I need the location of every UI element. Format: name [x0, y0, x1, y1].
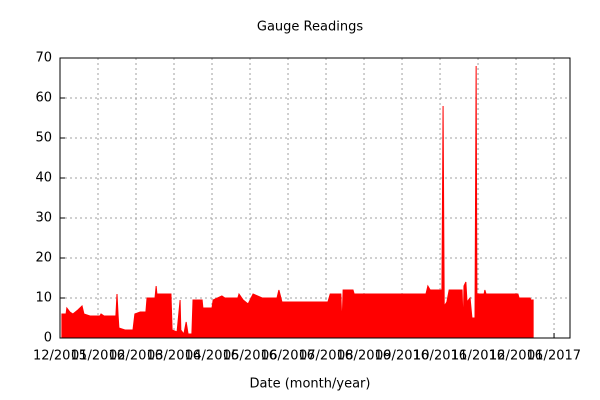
area	[61, 65, 534, 339]
x-tick-label: 07/2016	[299, 349, 353, 364]
x-axis-label: Date (month/year)	[250, 377, 371, 392]
x-tick-label: 12/2015	[33, 349, 87, 364]
x-tick-label: 11/2016	[451, 349, 505, 364]
y-tick-label: 70	[35, 51, 52, 66]
y-tick-label: 60	[35, 91, 52, 106]
y-tick-label: 0	[44, 331, 52, 346]
x-tick-label: 08/2016	[337, 349, 391, 364]
x-tick-label: 01/2017	[527, 349, 581, 364]
y-tick-label: 30	[35, 211, 52, 226]
x-tick-label: 03/2016	[147, 349, 201, 364]
y-tick-label: 50	[35, 131, 52, 146]
x-tick-label: 09/2016	[375, 349, 429, 364]
x-tick-label: 12/2016	[489, 349, 543, 364]
x-tick-label: 02/2016	[109, 349, 163, 364]
y-tick-label: 40	[35, 171, 52, 186]
chart-title: Gauge Readings	[257, 20, 363, 35]
plot-border	[59, 57, 571, 339]
x-tick-label: 04/2016	[185, 349, 239, 364]
y-tick-label: 20	[35, 251, 52, 266]
x-tick-label: 10/2016	[413, 349, 467, 364]
x-tick-label: 06/2016	[261, 349, 315, 364]
x-tick-label: 01/2016	[71, 349, 125, 364]
x-tick-label: 05/2016	[223, 349, 277, 364]
y-tick-label: 10	[35, 291, 52, 306]
